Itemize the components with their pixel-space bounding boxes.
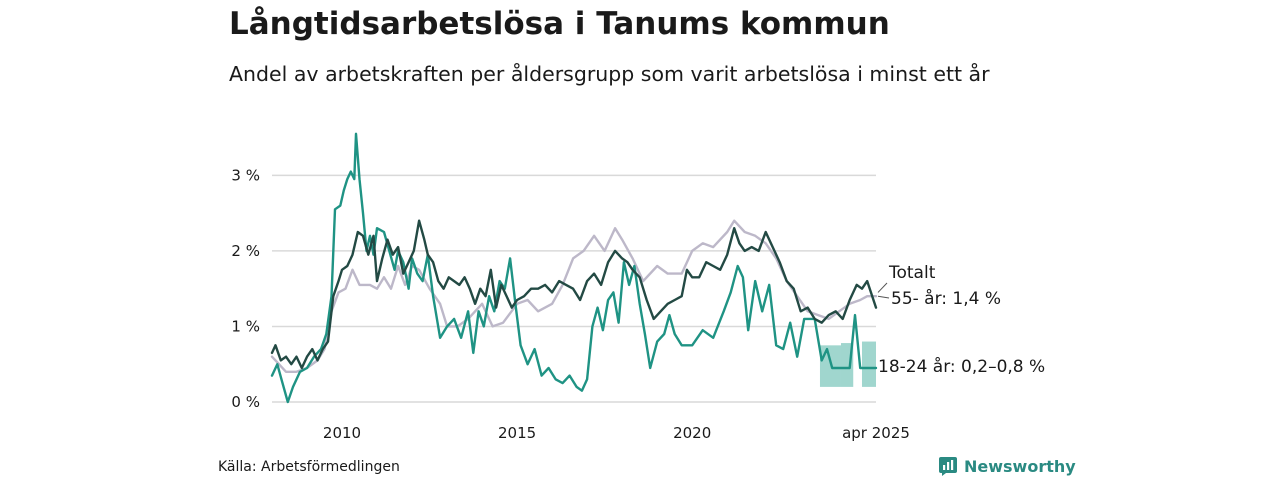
series-line-age55 — [270, 219, 878, 373]
x-tick-label: 2010 — [323, 424, 361, 442]
series-label-age55: 55- år: 1,4 % — [891, 288, 1001, 309]
y-tick-label: 1 % — [231, 317, 260, 335]
x-tick-label: 2020 — [673, 424, 711, 442]
x-tick-label: apr 2025 — [842, 424, 910, 442]
newsworthy-icon — [939, 457, 957, 476]
y-tick-label: 2 % — [231, 242, 260, 260]
series-lines — [270, 132, 878, 404]
y-tick-label: 0 % — [231, 393, 260, 411]
axis-labels: 0 % 1 % 2 % 3 % 2010 2015 2020 apr 2025 — [231, 166, 909, 442]
chart-subtitle: Andel av arbetskraften per åldersgrupp s… — [229, 62, 990, 86]
y-tick-label: 3 % — [231, 166, 260, 184]
x-tick-label: 2015 — [498, 424, 536, 442]
band-1824-2 — [861, 341, 876, 387]
series-label-age1824: 18-24 år: 0,2–0,8 % — [878, 356, 1045, 377]
leader-line-age55 — [877, 295, 890, 299]
source-note: Källa: Arbetsförmedlingen — [218, 459, 400, 475]
series-line-age1824 — [270, 132, 878, 404]
line-chart: 55- år: 1,4 % 18-24 år: 0,2–0,8 % Totalt 0… — [231, 132, 1045, 442]
brand-logo: Newsworthy — [938, 456, 1076, 476]
brand-name: Newsworthy — [964, 456, 1076, 476]
confidence-bands — [819, 341, 876, 387]
series-labels: 55- år: 1,4 % 18-24 år: 0,2–0,8 % Totalt — [877, 263, 1045, 377]
chart-title: Långtidsarbetslösa i Tanums kommun — [229, 6, 890, 42]
series-line-total — [270, 219, 878, 370]
series-label-total: Totalt — [888, 263, 936, 283]
leader-line-total — [877, 282, 888, 293]
